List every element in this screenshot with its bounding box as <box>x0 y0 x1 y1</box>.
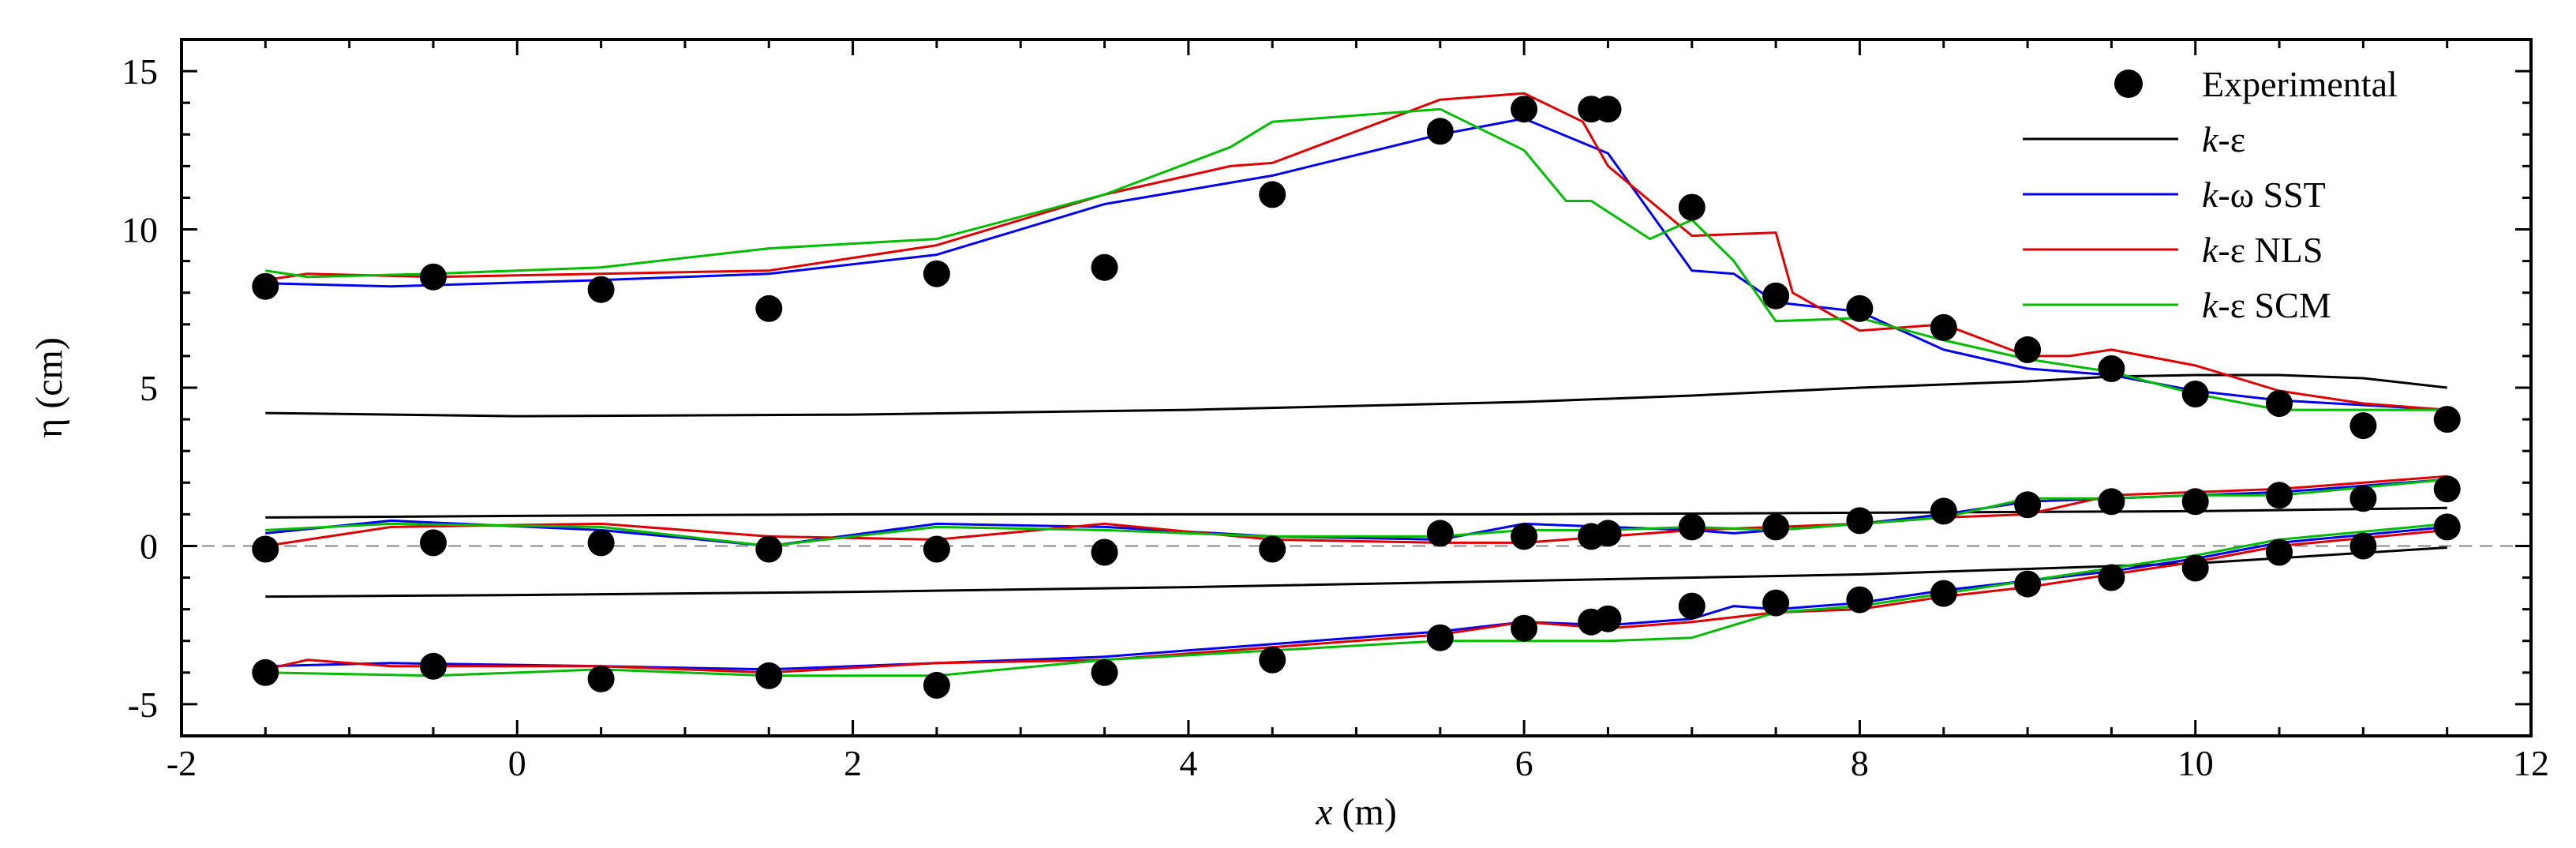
experimental-point <box>420 529 447 557</box>
x-tick-label: 0 <box>508 743 526 783</box>
legend-label-k-epsilon: k-ε <box>2202 119 2245 159</box>
axis-tick-labels-layer: -2 0 2 4 6 8 10 12 -5 0 5 10 15 <box>122 51 2549 783</box>
experimental-point <box>1846 507 1874 535</box>
x-tick-label: 4 <box>1179 743 1197 783</box>
experimental-point <box>252 659 279 686</box>
experimental-point <box>2266 390 2293 417</box>
series-line-k-sst-1 <box>265 117 2447 411</box>
experimental-point <box>2181 554 2209 582</box>
y-axis-title: η (cm) <box>28 337 70 438</box>
legend-marker-experimental <box>2114 69 2143 98</box>
y-tick-label: 15 <box>122 51 158 92</box>
experimental-point <box>1594 96 1622 123</box>
experimental-point <box>1511 96 1538 123</box>
experimental-point <box>755 535 783 563</box>
experimental-point <box>1091 659 1118 686</box>
x-axis-title: x (m) <box>1315 791 1397 833</box>
experimental-point <box>420 652 447 680</box>
experimental-point <box>1762 589 1790 617</box>
experimental-point <box>1259 535 1286 563</box>
experimental-point <box>2433 475 2461 503</box>
x-tick-label: -2 <box>167 743 197 783</box>
series-line-k-nls-1 <box>265 92 2447 411</box>
legend-label-k-epsilon-scm: k-ε SCM <box>2202 285 2331 325</box>
experimental-point <box>1846 586 1874 613</box>
experimental-point <box>1426 118 1454 145</box>
experimental-point <box>1930 580 1957 607</box>
series-line-k-3 <box>265 546 2447 598</box>
experimental-point <box>252 535 279 563</box>
experimental-point <box>587 529 615 557</box>
x-tick-label: 12 <box>2513 743 2549 783</box>
experimental-point <box>2349 485 2377 512</box>
experimental-point <box>2433 513 2461 541</box>
experimental-point <box>2014 336 2042 363</box>
x-tick-label: 6 <box>1515 743 1533 783</box>
experimental-point <box>1930 313 1957 341</box>
experimental-point <box>1678 592 1705 620</box>
legend-label-k-omega-sst: k-ω SST <box>2202 174 2326 215</box>
series-layer <box>264 92 2447 677</box>
series-line-k-2 <box>265 506 2447 519</box>
experimental-points-layer <box>252 96 2461 699</box>
y-tick-label: 10 <box>122 210 158 250</box>
experimental-point <box>1426 520 1454 547</box>
legend-label-experimental: Experimental <box>2202 64 2398 104</box>
y-tick-label: 0 <box>140 526 158 566</box>
series-line-k-nls-3 <box>264 528 2447 674</box>
experimental-point <box>1762 513 1790 541</box>
experimental-point <box>2014 491 2042 519</box>
experimental-point <box>1259 646 1286 674</box>
experimental-point <box>1091 538 1118 566</box>
experimental-point <box>1511 614 1538 642</box>
legend: Experimental k-ε k-ω SST k-ε NLS k-ε SCM <box>2023 64 2398 325</box>
experimental-point <box>2349 412 2377 440</box>
y-tick-label: -5 <box>128 685 158 725</box>
experimental-point <box>923 535 950 563</box>
experimental-point <box>1511 523 1538 550</box>
experimental-point <box>2266 482 2293 509</box>
experimental-point <box>2266 538 2293 566</box>
experimental-point <box>1594 605 1622 632</box>
y-tick-label: 5 <box>140 368 158 408</box>
experimental-point <box>2181 488 2209 516</box>
experimental-point <box>2181 381 2209 407</box>
experimental-point <box>923 671 950 699</box>
experimental-point <box>1762 282 1790 310</box>
experimental-point <box>1678 193 1705 221</box>
experimental-point <box>1594 520 1622 547</box>
x-tick-label: 10 <box>2177 743 2214 783</box>
legend-label-k-epsilon-nls: k-ε NLS <box>2202 230 2323 270</box>
experimental-point <box>2098 564 2125 591</box>
series-line-k-sst-3 <box>265 525 2447 671</box>
experimental-point <box>1678 513 1705 541</box>
experimental-point <box>755 662 783 689</box>
series-line-k-1 <box>265 373 2447 418</box>
experimental-point <box>2014 570 2042 598</box>
experimental-point <box>1426 624 1454 651</box>
x-tick-label: 2 <box>844 743 862 783</box>
experimental-point <box>1846 295 1874 322</box>
experimental-point <box>252 272 279 300</box>
experimental-point <box>2349 532 2377 560</box>
experimental-point <box>1091 253 1118 281</box>
experimental-point <box>1259 181 1286 208</box>
axis-ticks-layer <box>180 38 2533 737</box>
x-tick-label: 8 <box>1851 743 1869 783</box>
experimental-point <box>755 295 783 322</box>
experimental-point <box>587 276 615 303</box>
experimental-point <box>2098 355 2125 382</box>
experimental-point <box>2098 488 2125 516</box>
experimental-point <box>587 665 615 692</box>
experimental-point <box>1930 497 1957 525</box>
experimental-point <box>923 260 950 287</box>
experimental-point <box>2433 406 2461 433</box>
experimental-point <box>420 263 447 291</box>
